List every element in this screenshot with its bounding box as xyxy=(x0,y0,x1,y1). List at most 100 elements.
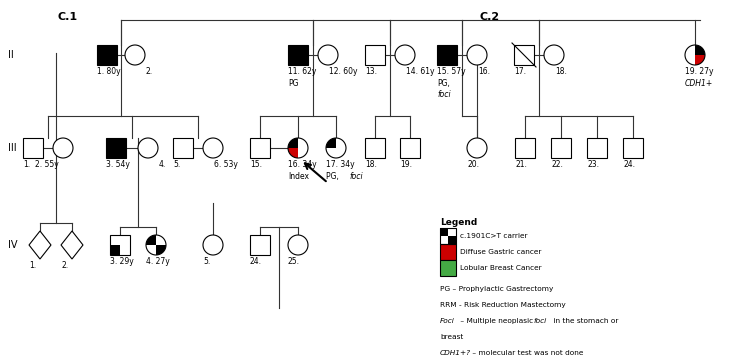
Text: 2. 55y: 2. 55y xyxy=(35,160,59,169)
Circle shape xyxy=(544,45,564,65)
Bar xyxy=(173,138,193,158)
Bar xyxy=(97,45,117,65)
Circle shape xyxy=(203,138,223,158)
Wedge shape xyxy=(146,245,156,255)
Text: C.1: C.1 xyxy=(58,12,78,22)
Text: 3. 29y: 3. 29y xyxy=(110,257,134,266)
Text: 5.: 5. xyxy=(173,160,180,169)
Bar xyxy=(110,245,120,255)
Text: 3. 54y: 3. 54y xyxy=(106,160,130,169)
Text: 11. 62y: 11. 62y xyxy=(288,67,316,76)
Text: 13.: 13. xyxy=(365,67,377,76)
Text: 1.: 1. xyxy=(23,160,30,169)
Text: – molecular test was not done: – molecular test was not done xyxy=(470,350,583,355)
Bar xyxy=(23,138,43,158)
Text: Diffuse Gastric cancer: Diffuse Gastric cancer xyxy=(460,249,542,255)
Wedge shape xyxy=(695,55,705,65)
Bar xyxy=(440,260,456,276)
Text: 16. 34y: 16. 34y xyxy=(288,160,317,169)
Bar xyxy=(250,138,270,158)
Bar xyxy=(440,244,456,260)
Bar xyxy=(515,138,535,158)
Text: foci: foci xyxy=(533,318,546,324)
Wedge shape xyxy=(298,138,308,148)
Text: Index: Index xyxy=(288,172,309,181)
Text: 15.: 15. xyxy=(250,160,262,169)
Wedge shape xyxy=(326,138,336,148)
Text: 17. 34y: 17. 34y xyxy=(326,160,354,169)
Text: 1. 80y: 1. 80y xyxy=(97,67,121,76)
Text: foci: foci xyxy=(349,172,362,181)
Text: 19.: 19. xyxy=(400,160,412,169)
Text: 14. 61y: 14. 61y xyxy=(406,67,435,76)
Text: 2.: 2. xyxy=(61,261,68,270)
Text: C.2: C.2 xyxy=(480,12,500,22)
Bar xyxy=(448,228,456,236)
Bar xyxy=(437,45,457,65)
Bar xyxy=(440,228,448,236)
Text: PG: PG xyxy=(288,79,299,88)
Bar xyxy=(551,138,571,158)
Text: 21.: 21. xyxy=(515,160,527,169)
Bar xyxy=(400,138,420,158)
Polygon shape xyxy=(29,231,51,259)
Bar xyxy=(365,138,385,158)
Text: 1.: 1. xyxy=(29,261,36,270)
Text: 24.: 24. xyxy=(250,257,262,266)
Circle shape xyxy=(125,45,145,65)
Bar xyxy=(440,228,456,244)
Text: 6. 53y: 6. 53y xyxy=(214,160,238,169)
Text: 18.: 18. xyxy=(365,160,377,169)
Bar xyxy=(587,138,607,158)
Wedge shape xyxy=(156,245,166,255)
Text: 22.: 22. xyxy=(551,160,563,169)
Text: CDH1+: CDH1+ xyxy=(685,79,713,88)
Wedge shape xyxy=(146,235,156,245)
Text: CDH1+?: CDH1+? xyxy=(440,350,471,355)
Text: 20.: 20. xyxy=(467,160,479,169)
Wedge shape xyxy=(156,235,166,245)
Circle shape xyxy=(203,235,223,255)
Bar xyxy=(106,138,126,158)
Circle shape xyxy=(318,45,338,65)
Wedge shape xyxy=(288,138,298,148)
Wedge shape xyxy=(685,45,695,55)
Wedge shape xyxy=(336,138,346,148)
Wedge shape xyxy=(685,55,695,65)
Circle shape xyxy=(467,138,487,158)
Bar xyxy=(623,138,643,158)
Text: Lobular Breast Cancer: Lobular Breast Cancer xyxy=(460,265,542,271)
Text: 5.: 5. xyxy=(203,257,210,266)
Text: III: III xyxy=(8,143,17,153)
Text: 4.: 4. xyxy=(159,160,166,169)
Text: Legend: Legend xyxy=(440,218,477,227)
Text: PG,: PG, xyxy=(437,79,450,88)
Text: IV: IV xyxy=(8,240,18,250)
Text: in the stomach or: in the stomach or xyxy=(551,318,619,324)
Circle shape xyxy=(288,235,308,255)
Text: 24.: 24. xyxy=(623,160,635,169)
Bar xyxy=(514,45,534,65)
Text: 16.: 16. xyxy=(478,67,490,76)
Bar xyxy=(440,236,448,244)
Bar xyxy=(288,45,308,65)
Bar xyxy=(110,235,130,255)
Wedge shape xyxy=(336,148,346,158)
Text: PG – Prophylactic Gastrectomy: PG – Prophylactic Gastrectomy xyxy=(440,286,553,292)
Circle shape xyxy=(53,138,73,158)
Text: RRM - Risk Reduction Mastectomy: RRM - Risk Reduction Mastectomy xyxy=(440,302,566,308)
Circle shape xyxy=(467,45,487,65)
Text: 15. 57y: 15. 57y xyxy=(437,67,466,76)
Bar xyxy=(250,235,270,255)
Wedge shape xyxy=(298,148,308,158)
Text: breast: breast xyxy=(440,334,463,340)
Text: 2.: 2. xyxy=(146,67,153,76)
Polygon shape xyxy=(61,231,83,259)
Text: 19. 27y: 19. 27y xyxy=(685,67,714,76)
Text: II: II xyxy=(8,50,14,60)
Text: PG,: PG, xyxy=(326,172,341,181)
Wedge shape xyxy=(695,45,705,55)
Circle shape xyxy=(138,138,158,158)
Bar xyxy=(120,235,130,245)
Text: 18.: 18. xyxy=(555,67,567,76)
